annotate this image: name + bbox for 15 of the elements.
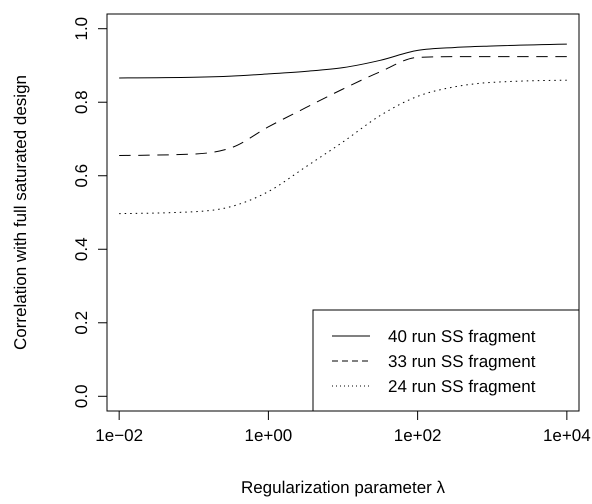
x-tick-label: 1e+02 [394, 426, 442, 445]
y-tick-label: 0.4 [72, 237, 91, 262]
x-axis-title: Regularization parameter λ [240, 478, 446, 497]
legend-label: 33 run SS fragment [388, 352, 536, 371]
y-tick-label: 1.0 [72, 16, 91, 41]
y-tick-label: 0.0 [72, 384, 91, 408]
x-tick-label: 1e−02 [95, 426, 144, 445]
x-tick-label: 1e+04 [542, 426, 591, 445]
x-tick-label: 1e+00 [244, 426, 292, 445]
y-tick-label: 0.2 [72, 310, 91, 335]
y-axis-title: Correlation with full saturated design [11, 75, 30, 350]
legend-label: 40 run SS fragment [388, 326, 536, 346]
legend-label: 24 run SS fragment [388, 376, 536, 396]
y-tick-label: 0.6 [72, 164, 91, 188]
y-tick-label: 0.8 [72, 90, 91, 114]
